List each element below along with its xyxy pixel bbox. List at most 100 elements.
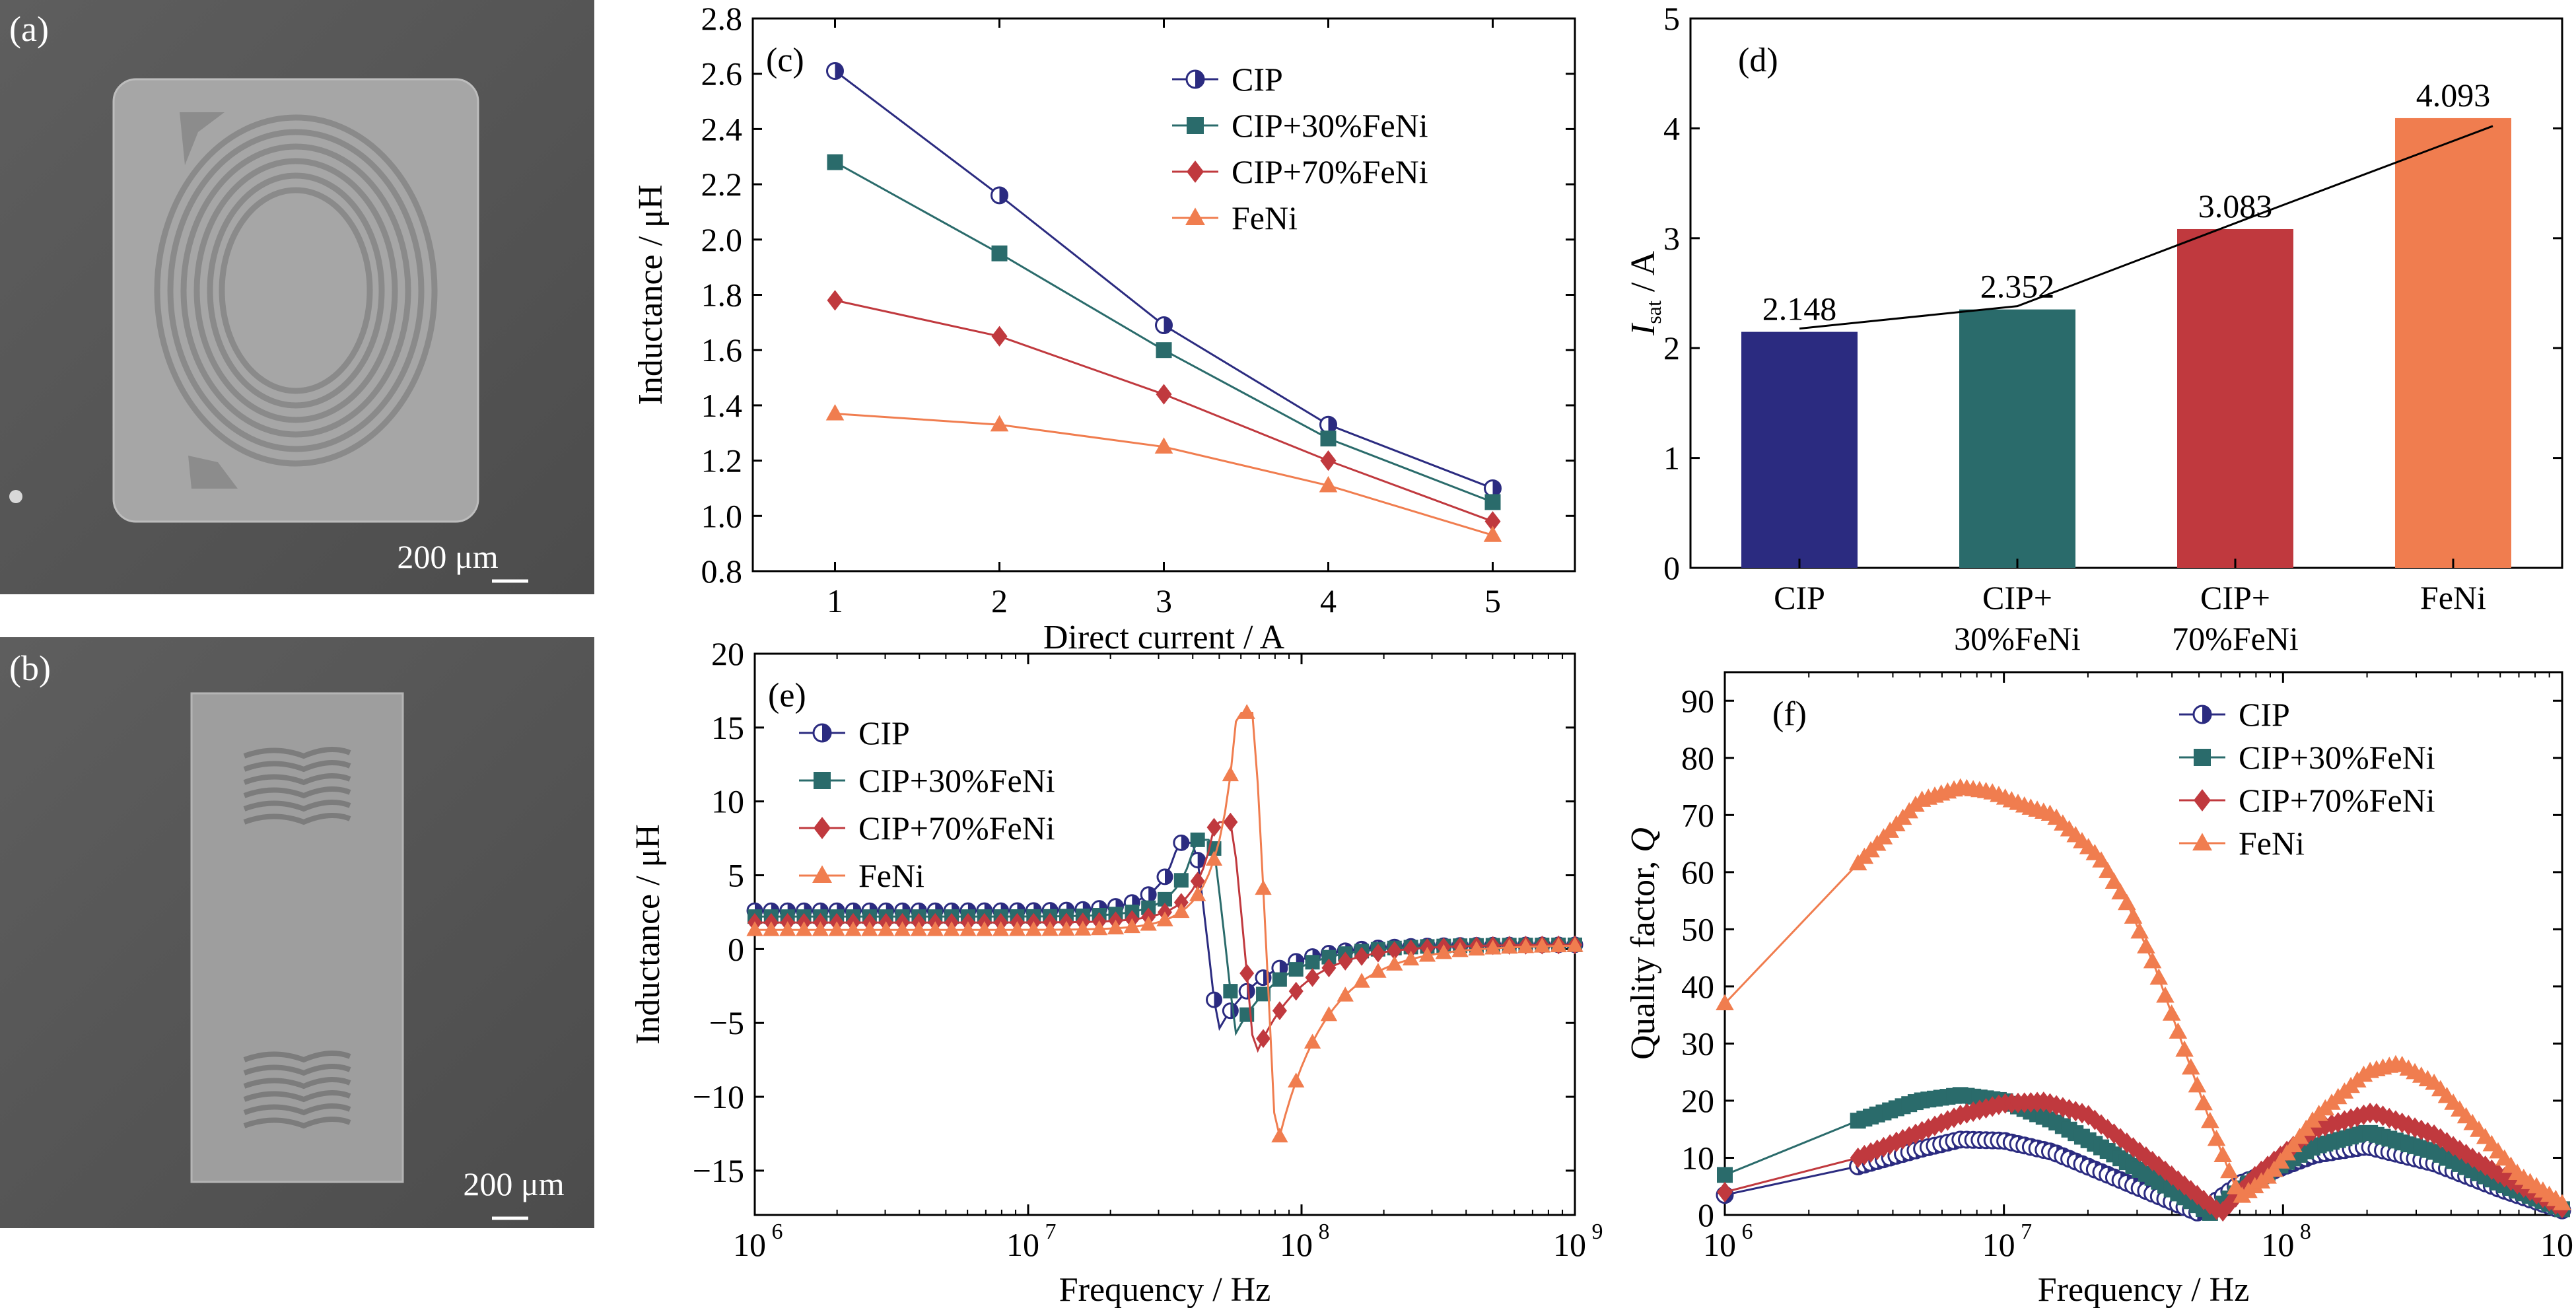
chart-e-point	[1321, 950, 1337, 965]
chart-e-point	[1239, 963, 1255, 983]
chart-f-plot-frame	[1723, 671, 2563, 1216]
meander-icon-bottom	[243, 1051, 351, 1129]
chart-f-xtick-label: 10	[1703, 1226, 1736, 1263]
chart-f-point	[2132, 1142, 2148, 1163]
chart-f-point	[2111, 883, 2130, 900]
chart-c-xtick-label: 3	[1156, 582, 1172, 619]
chart-d-ylabel: Isat / A	[1624, 251, 1665, 336]
chart-e-point	[1156, 911, 1173, 926]
chart-e-point-fill	[1148, 887, 1156, 902]
chart-c-legend-label: FeNi	[1232, 199, 1298, 236]
chart-d-ytick-label: 2	[1663, 329, 1680, 366]
chart-e-xtick-label: 10	[1006, 1226, 1039, 1263]
chart-e-point	[1354, 947, 1370, 966]
chart-c-point	[1156, 342, 1172, 359]
chart-e-legend-label: CIP+30%FeNi	[858, 762, 1055, 799]
chart-e-point	[1173, 873, 1189, 888]
chart-e-point	[746, 921, 763, 936]
chart-f-legend-marker	[2194, 789, 2211, 812]
chart-c-point-fill	[999, 187, 1008, 203]
chart-e-point	[861, 921, 878, 936]
chart-c-point	[1319, 475, 1338, 493]
chart-e-point	[1304, 1033, 1321, 1049]
chart-d-ytick-label: 1	[1663, 440, 1680, 477]
chart-c-point	[991, 326, 1008, 347]
chart-e-point	[1238, 704, 1255, 719]
chart-c-legend-label: CIP	[1232, 61, 1283, 98]
chart-e-point	[1550, 937, 1567, 953]
chart-f-point	[2271, 1152, 2290, 1169]
chart-d-bar	[1959, 309, 2075, 568]
chart-e-point	[1272, 972, 1287, 987]
chart-c-legend-marker	[1187, 117, 1204, 134]
chart-e-point	[1173, 893, 1189, 912]
chart-f-ytick-label: 60	[1681, 854, 1714, 891]
chart-f-point	[2105, 872, 2124, 889]
chart-f-point	[2175, 1040, 2194, 1057]
chart-f-point	[2130, 922, 2149, 939]
chart-e-point	[1222, 766, 1239, 782]
chart-e-legend-label: CIP	[858, 714, 910, 751]
chart-d-value-label: 3.083	[2198, 188, 2273, 225]
chart-f-ytick-label: 20	[1681, 1082, 1714, 1119]
particle-defect	[9, 490, 22, 503]
chart-e-ytick-label: 10	[711, 783, 744, 820]
chart-panel-c: 0.8 1.0 1.2 1.4 1.6 1.8 2.0 2.2 2.4 2.6 2.8 1 2 3 4 5 Di…	[632, 0, 1576, 656]
chart-f-point	[2297, 1119, 2316, 1136]
chart-e-point	[878, 921, 895, 936]
chart-e-legend-marker	[814, 772, 831, 789]
chart-e-point	[1500, 938, 1518, 954]
chart-f-point	[2284, 1136, 2303, 1152]
chart-d-trend-line	[1799, 125, 2493, 330]
chart-e-point-fill	[1165, 869, 1173, 884]
chart-e-point	[1107, 919, 1125, 935]
chart-e-point	[893, 921, 911, 936]
chart-c-point	[825, 404, 845, 421]
chart-f-point	[2162, 1004, 2181, 1021]
chart-e-legend-label: CIP+70%FeNi	[858, 810, 1055, 847]
chart-f-point	[2220, 1161, 2239, 1179]
chart-f-point	[2181, 1058, 2200, 1075]
chart-f-point	[2112, 1128, 2129, 1149]
chart-e-point	[1370, 944, 1385, 963]
chart-e-point	[1256, 986, 1271, 1002]
chart-c-legend-label: CIP+30%FeNi	[1232, 107, 1428, 144]
chart-e-point	[845, 921, 862, 936]
chart-c-ytick-label: 0.8	[701, 553, 743, 590]
chart-d-value-label: 4.093	[2416, 77, 2491, 114]
chart-e-point	[1370, 963, 1387, 978]
chart-f-point	[2188, 1076, 2207, 1093]
chart-e-point	[1305, 955, 1320, 970]
chart-f-ytick-label: 70	[1681, 796, 1714, 833]
chart-e-series-line	[755, 821, 1576, 1053]
chart-f-point	[2246, 1165, 2263, 1187]
chart-f-point	[2298, 1125, 2315, 1147]
chart-e-xtick-label: 10	[1280, 1226, 1313, 1263]
chart-c-point-fill	[1164, 317, 1172, 333]
chart-f-legend-label: CIP+30%FeNi	[2239, 739, 2435, 776]
chart-e-point	[1386, 955, 1403, 971]
chart-c-ytick-label: 2.8	[701, 0, 743, 37]
chart-e-point	[1206, 817, 1222, 837]
chart-e-point-fill	[1279, 961, 1287, 976]
meander-substrate	[190, 692, 404, 1183]
chart-e-ytick-label: 15	[711, 709, 744, 746]
chart-e-point	[1271, 1127, 1288, 1143]
chart-e-point-fill	[1214, 992, 1222, 1008]
chart-c-point-fill	[835, 63, 843, 79]
chart-f-point	[2156, 986, 2175, 1003]
chart-d-ytick-label: 4	[1663, 110, 1680, 147]
chart-c-point	[827, 154, 843, 170]
chart-e-point	[1140, 915, 1157, 931]
chart-d-bar	[2395, 118, 2511, 568]
chart-e-point	[1484, 939, 1502, 955]
chart-f-point	[2553, 1194, 2571, 1210]
chart-e-ylabel: Inductance / μH	[629, 824, 667, 1045]
chart-e-point	[1566, 937, 1584, 952]
chart-f-point	[2490, 1163, 2507, 1185]
chart-e-point	[828, 921, 845, 936]
chart-d-value-label: 2.148	[1762, 291, 1837, 328]
chart-f-point	[2098, 862, 2117, 878]
chart-e-point	[1403, 939, 1418, 959]
spiral-coil-icon	[154, 114, 438, 467]
